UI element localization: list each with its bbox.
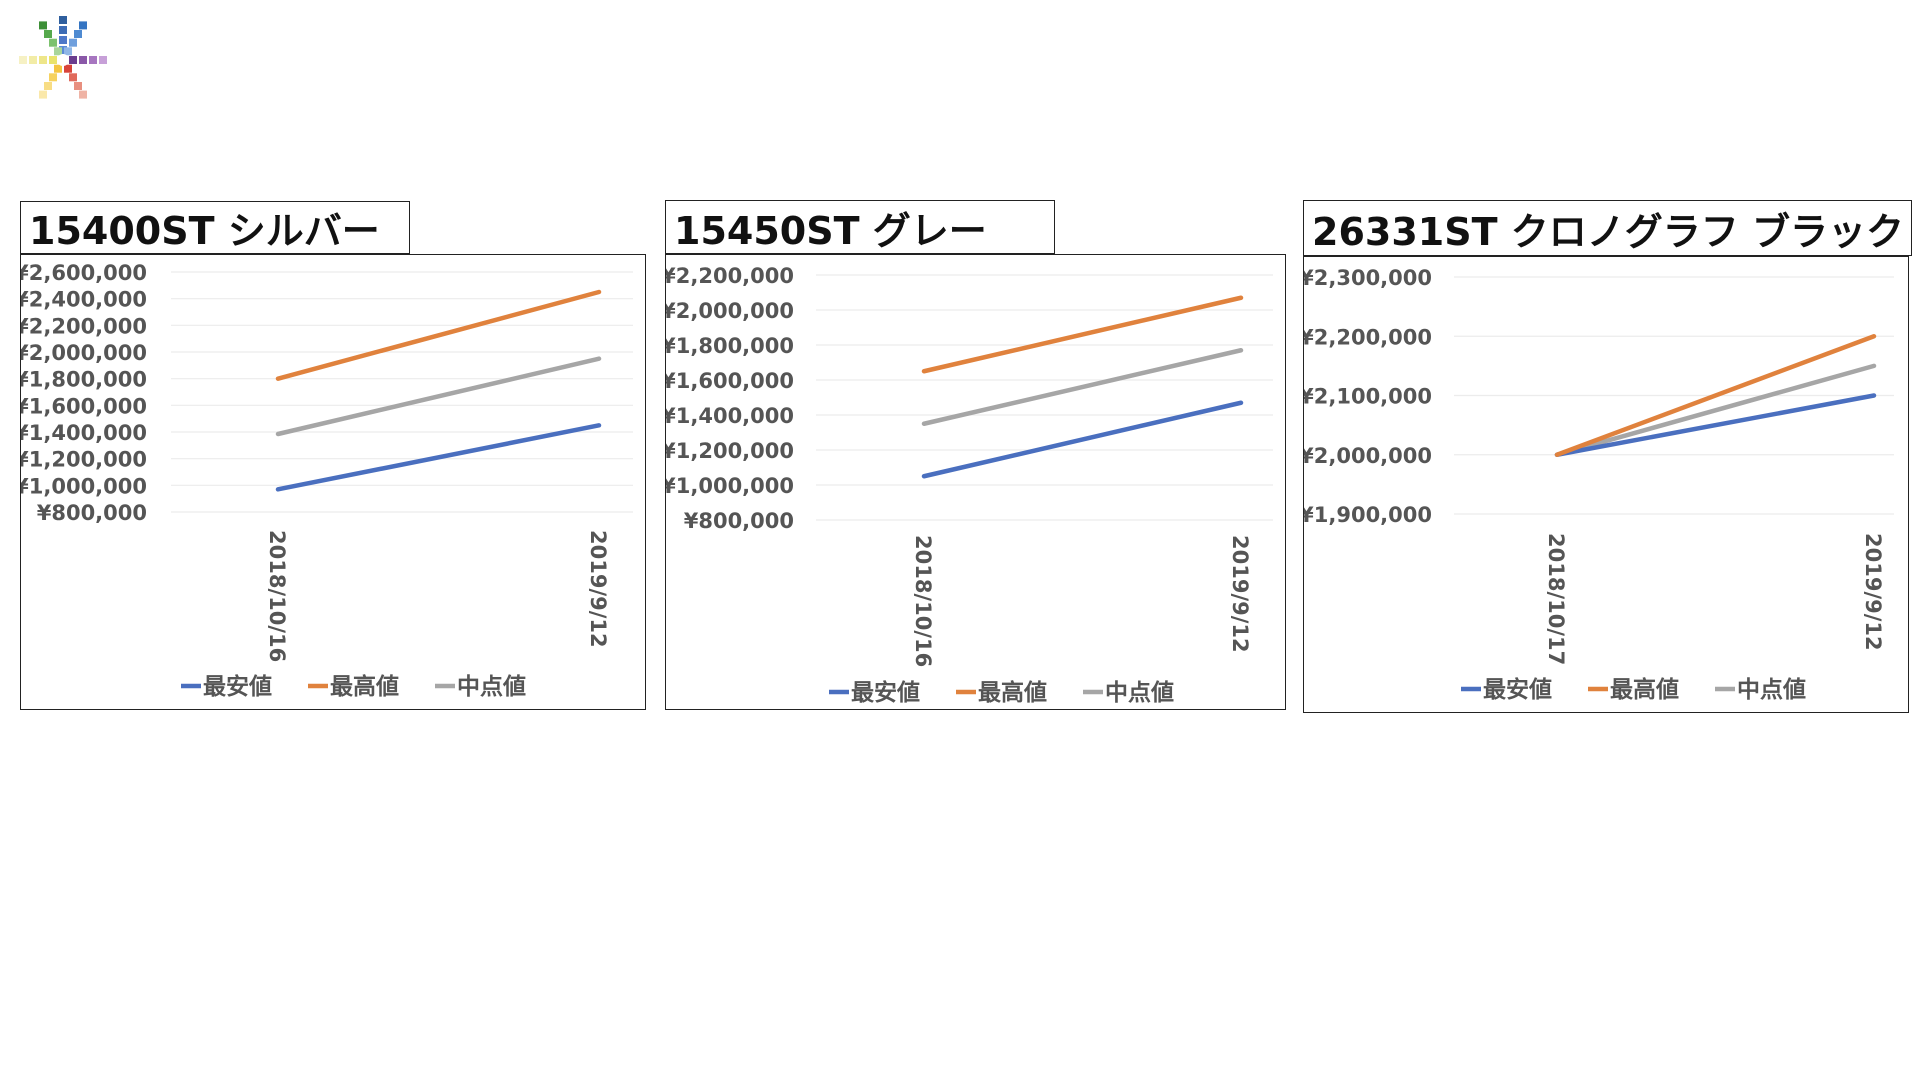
legend-label-low: 最安値: [1483, 676, 1552, 703]
legend-label-mid: 中点値: [457, 674, 526, 700]
chart-title-1: 15400ST シルバー: [20, 201, 410, 254]
line-chart-1: ¥2,600,000 ¥2,400,000¥2,200,000 ¥2,000,000…: [21, 261, 633, 700]
y-tick-label: ¥1,000,000: [666, 474, 794, 498]
logo-tile: [49, 73, 57, 82]
logo-tile: [39, 90, 47, 99]
logo-tile: [54, 47, 62, 56]
y-tick-label: ¥1,600,000: [21, 394, 147, 418]
logo-tile: [64, 64, 72, 73]
y-tick-label: ¥1,000,000: [21, 474, 147, 498]
x-tick-label: 2019/9/12: [1228, 535, 1252, 653]
series-line-mid: [921, 348, 1244, 426]
logo-tile: [59, 36, 67, 44]
legend-label-low: 最安値: [851, 679, 920, 706]
logo-tile: [44, 82, 52, 90]
logo-tile: [89, 56, 97, 64]
logo-tile: [69, 56, 77, 64]
series-line-high: [1554, 334, 1877, 457]
logo-tile: [44, 30, 52, 38]
brand-logo: [8, 10, 118, 110]
logo-tile: [79, 56, 87, 64]
y-tick-label: ¥2,000,000: [666, 299, 794, 323]
chart-panel-1: ¥2,600,000 ¥2,400,000 ¥2,200,000 ¥2,000,000…: [20, 254, 646, 710]
logo-tile: [59, 16, 67, 24]
y-tick-label: ¥2,400,000: [21, 288, 147, 312]
logo-tile: [29, 56, 37, 64]
chart-title-3: 26331ST クロノグラフ ブラック: [1303, 200, 1912, 256]
logo-tile: [54, 64, 62, 73]
series-line-high: [275, 289, 602, 381]
y-tick-label: ¥1,200,000: [666, 439, 794, 463]
legend-label-mid: 中点値: [1105, 680, 1174, 706]
y-tick-label: ¥2,200,000: [1304, 325, 1432, 349]
logo-center: [57, 54, 69, 66]
series-line-mid: [1554, 363, 1877, 457]
x-tick-label: 2019/9/12: [1861, 533, 1885, 651]
y-tick-label: ¥2,600,000: [21, 261, 147, 285]
y-tick-label: ¥2,200,000: [666, 264, 794, 288]
logo-tile: [74, 82, 82, 90]
x-tick-label: 2018/10/16: [265, 530, 289, 662]
y-tick-label: ¥1,800,000: [21, 368, 147, 392]
x-tick-label: 2018/10/16: [911, 535, 935, 667]
logo-tile: [49, 38, 57, 47]
logo-tile: [59, 46, 67, 54]
line-chart-3: ¥2,300,000 ¥2,200,000 ¥2,100,000 ¥2,000,000…: [1304, 266, 1894, 703]
logo-tile: [64, 47, 72, 56]
y-tick-label: ¥1,600,000: [666, 369, 794, 393]
line-chart-2: ¥2,200,000 ¥2,000,000 ¥1,800,000 ¥1,600,000…: [666, 264, 1273, 706]
y-tick-label: ¥1,900,000: [1304, 503, 1432, 527]
logo-tile: [39, 56, 47, 64]
legend-label-mid: 中点値: [1737, 677, 1806, 703]
chart-panel-3: ¥2,300,000 ¥2,200,000 ¥2,100,000 ¥2,000,000…: [1303, 256, 1909, 713]
legend-label-high: 最高値: [330, 673, 399, 700]
logo-tile: [74, 30, 82, 38]
series-line-mid: [275, 356, 602, 437]
logo-tile: [79, 21, 87, 30]
logo-tile: [99, 56, 107, 64]
series-line-low: [921, 400, 1244, 479]
y-tick-label: ¥2,000,000: [21, 341, 147, 365]
x-tick-label: 2018/10/17: [1544, 533, 1568, 665]
y-tick-label: ¥1,200,000: [21, 448, 147, 472]
y-tick-label: ¥800,000: [684, 509, 794, 533]
chart-panel-2: ¥2,200,000 ¥2,000,000 ¥1,800,000 ¥1,600,000…: [665, 254, 1286, 710]
chart-title-2: 15450ST グレー: [665, 200, 1055, 254]
series-line-low: [1554, 393, 1877, 457]
logo-tile: [39, 21, 47, 30]
logo-tile: [59, 26, 67, 34]
legend-label-low: 最安値: [203, 673, 272, 700]
logo-tile: [79, 90, 87, 99]
y-tick-label: ¥2,300,000: [1304, 266, 1432, 290]
logo-tile: [49, 56, 57, 64]
x-tick-label: 2019/9/12: [586, 530, 610, 648]
logo-tile: [69, 38, 77, 47]
y-tick-label: ¥2,000,000: [1304, 444, 1432, 468]
y-tick-label: ¥1,800,000: [666, 334, 794, 358]
y-tick-label: ¥1,400,000: [21, 421, 147, 445]
y-tick-label: ¥2,200,000: [21, 314, 147, 338]
y-tick-label: ¥800,000: [37, 501, 147, 525]
logo-tile: [69, 73, 77, 82]
series-line-high: [921, 295, 1244, 374]
y-tick-label: ¥2,100,000: [1304, 385, 1432, 409]
y-tick-label: ¥1,400,000: [666, 404, 794, 428]
legend-label-high: 最高値: [978, 679, 1047, 706]
series-line-low: [275, 423, 602, 492]
legend-label-high: 最高値: [1610, 676, 1679, 703]
logo-graphic: [19, 16, 107, 99]
logo-tile: [19, 56, 27, 64]
